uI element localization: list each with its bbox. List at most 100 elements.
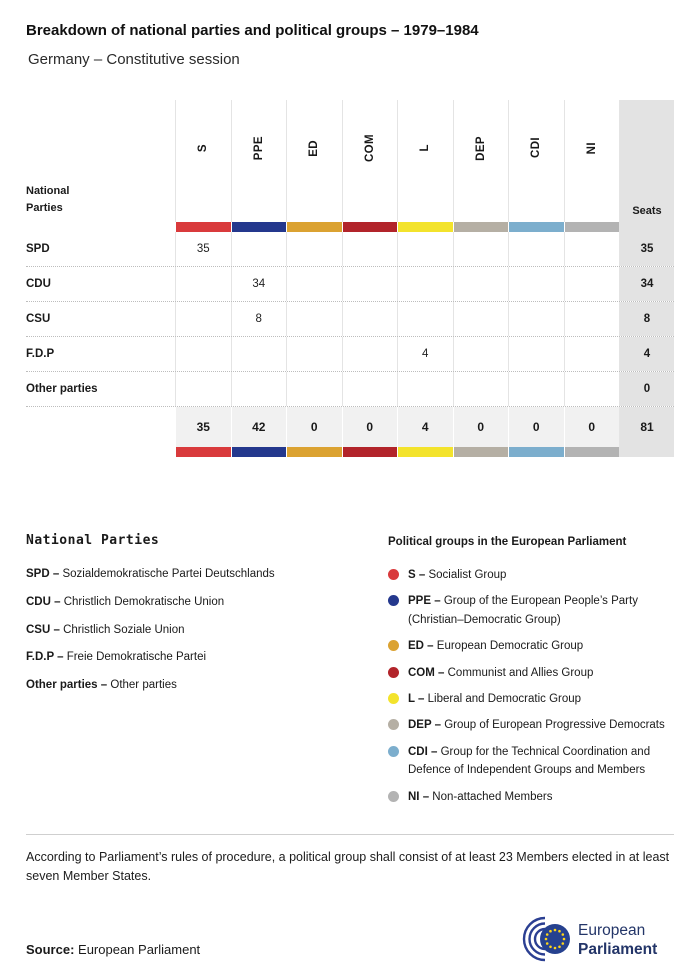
- group-color-bar-row: [26, 222, 674, 232]
- national-parties-legend-title: National Parties: [26, 533, 160, 548]
- color-bar-s: [175, 447, 231, 457]
- group-color-dot: [388, 569, 399, 580]
- party-label: F.D.P: [26, 348, 55, 360]
- cell: [286, 302, 342, 336]
- cell: [563, 232, 620, 266]
- cell: [286, 337, 342, 371]
- group-color-dot: [388, 640, 399, 652]
- svg-text:Parliament: Parliament: [578, 941, 657, 958]
- cell: [230, 372, 287, 406]
- european-parliament-logo: European Parliament: [514, 915, 674, 963]
- total-cell: 0: [508, 407, 564, 447]
- ep-logo-icon: European Parliament: [522, 916, 657, 961]
- column-header-cdi: CDI: [508, 100, 564, 222]
- party-label: Other parties: [26, 383, 98, 395]
- spacer-cell: [26, 222, 175, 232]
- political-groups-legend: Political groups in the European Parliam…: [388, 533, 674, 814]
- cell: 34: [230, 267, 287, 301]
- seats-value: 35: [619, 232, 674, 266]
- cell: [175, 337, 231, 371]
- color-bar-ni: [563, 222, 619, 232]
- table-row-csu: CSU 8 8: [26, 302, 674, 337]
- column-header-ppe: PPE: [230, 100, 287, 222]
- color-bar-ed: [286, 447, 342, 457]
- footer-divider: [26, 833, 674, 835]
- cell: [508, 267, 564, 301]
- source-line: Source: European Parliament: [26, 941, 201, 957]
- cell: [508, 337, 564, 371]
- legend-item: CSU – Christlich Soziale Union: [26, 623, 185, 636]
- color-bar-dep: [452, 222, 508, 232]
- cell: [341, 232, 398, 266]
- page-subtitle: Germany – Constitutive session: [28, 51, 240, 68]
- legend-item: ED – European Democratic Group: [388, 637, 674, 655]
- legend-item: CDI – Group for the Technical Coordinati…: [388, 743, 674, 780]
- totals-row: 35 42 0 0 4 0 0 0 81: [26, 407, 674, 447]
- legend-item: COM – Communist and Allies Group: [388, 664, 674, 682]
- total-seats: 81: [619, 407, 674, 447]
- cell: [397, 302, 453, 336]
- cell: [452, 337, 509, 371]
- cell: [563, 302, 620, 336]
- group-color-dot: [388, 595, 399, 607]
- cell: [175, 372, 231, 406]
- cell: [563, 372, 620, 406]
- party-label: SPD: [26, 243, 50, 255]
- spacer-cell: [26, 447, 175, 457]
- color-bar-cdi: [508, 447, 564, 457]
- total-cell: 0: [341, 407, 397, 447]
- cell: 35: [175, 232, 231, 266]
- column-header-s: S: [175, 100, 231, 222]
- total-cell: 42: [230, 407, 286, 447]
- color-bar-com: [341, 222, 397, 232]
- political-groups-legend-title: Political groups in the European Parliam…: [388, 536, 627, 548]
- total-cell: 0: [286, 407, 342, 447]
- procedure-note: According to Parliament’s rules of proce…: [26, 849, 670, 884]
- table-row-other: Other parties 0: [26, 372, 674, 407]
- legend-item: PPE – Group of the European People’s Par…: [388, 592, 674, 629]
- color-bar-ppe: [230, 222, 286, 232]
- column-header-ni: NI: [563, 100, 620, 222]
- svg-text:European: European: [578, 922, 645, 939]
- cell: [563, 337, 620, 371]
- color-bar-cdi: [508, 222, 564, 232]
- cell: [508, 302, 564, 336]
- color-bar-ppe: [230, 447, 286, 457]
- footer: Source: European Parliament: [26, 915, 674, 963]
- legend-item: F.D.P – Freie Demokratische Partei: [26, 651, 207, 664]
- cell: 4: [397, 337, 453, 371]
- national-parties-label: National Parties: [26, 184, 70, 214]
- legend-item: L – Liberal and Democratic Group: [388, 690, 674, 708]
- cell: [508, 232, 564, 266]
- cell: [452, 302, 509, 336]
- legend-item: S – Socialist Group: [388, 566, 674, 584]
- group-color-dot: [388, 745, 399, 757]
- seats-header-cell: Seats: [619, 100, 674, 222]
- cell: [397, 267, 453, 301]
- seats-value: 0: [619, 372, 674, 406]
- table-row-fdp: F.D.P 4 4: [26, 337, 674, 372]
- totals-color-bar-row: [26, 447, 674, 457]
- group-color-dot: [388, 692, 399, 704]
- cell: 8: [230, 302, 287, 336]
- cell: [175, 302, 231, 336]
- cell: [341, 302, 398, 336]
- cell: [452, 232, 509, 266]
- column-header-ed: ED: [286, 100, 342, 222]
- legend-item: Other parties – Other parties: [26, 679, 177, 692]
- table-header-row: National Parties S PPE ED COM L DEP CDI …: [26, 100, 674, 222]
- cell: [230, 337, 287, 371]
- seats-value: 34: [619, 267, 674, 301]
- cell: [397, 372, 453, 406]
- color-bar-com: [341, 447, 397, 457]
- table-row-spd: SPD 35 35: [26, 232, 674, 267]
- color-bar-l: [397, 447, 453, 457]
- seats-value: 4: [619, 337, 674, 371]
- group-color-dot: [388, 666, 399, 678]
- table-row-cdu: CDU 34 34: [26, 267, 674, 302]
- party-label: CDU: [26, 278, 51, 290]
- color-bar-s: [175, 222, 231, 232]
- color-bar-l: [397, 222, 453, 232]
- total-cell: 0: [452, 407, 508, 447]
- legend-item: DEP – Group of European Progressive Demo…: [388, 716, 674, 734]
